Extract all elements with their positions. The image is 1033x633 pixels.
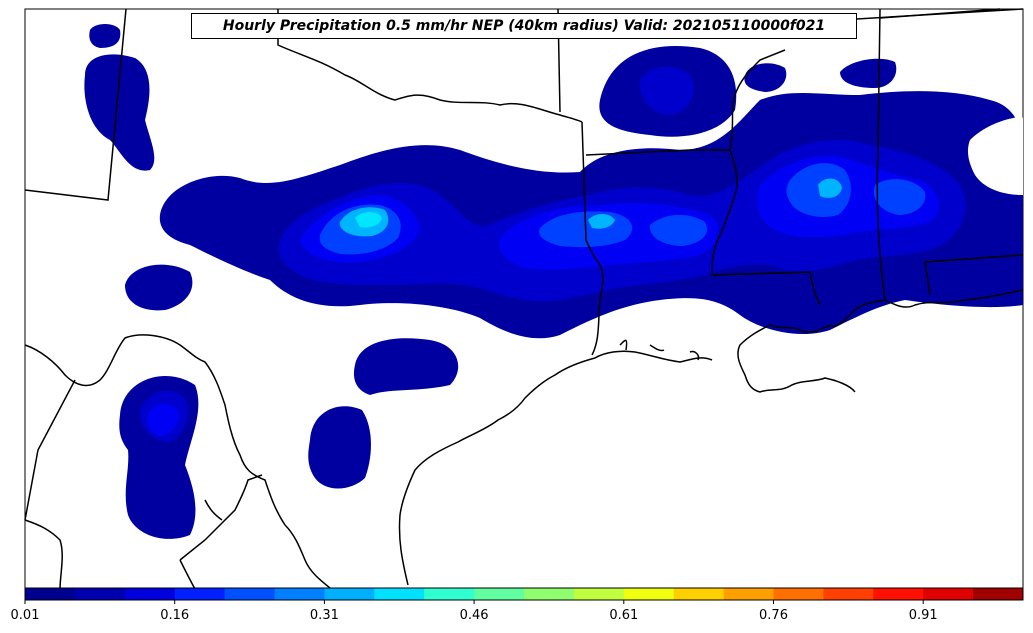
colorbar [24,588,1024,604]
colorbar-tick-label: 0.01 [10,608,40,623]
colorbar-segment [873,588,924,600]
colorbar-segment [623,588,675,600]
colorbar-segment [673,588,725,600]
colorbar-segment [124,588,176,600]
colorbar-segment [773,588,824,600]
colorbar-segment [274,588,325,600]
colorbar-frame [24,587,1024,601]
colorbar-tick-label: 0.91 [908,608,938,623]
borders-layer [24,8,1024,590]
colorbar-segment [923,588,974,600]
colorbar-segment [573,588,625,600]
colorbar-tick-label: 0.46 [459,608,489,623]
colorbar-segment [823,588,874,600]
colorbar-segment [174,588,226,600]
colorbar-tick-label: 0.31 [309,608,339,623]
colorbar-segment [524,588,575,600]
colorbar-tick-label: 0.76 [759,608,788,623]
colorbar-segment [25,588,76,600]
colorbar-tick-label: 0.61 [609,608,639,623]
colorbar-segment [224,588,275,600]
map-title: Hourly Precipitation 0.5 mm/hr NEP (40km… [191,13,857,39]
colorbar-segment [324,588,375,600]
colorbar-segment [723,588,774,600]
colorbar-tick-label: 0.16 [160,608,190,623]
colorbar-segment [74,588,126,600]
colorbar-segment [374,588,425,600]
colorbar-segment [424,588,475,600]
precip-layer [84,24,1024,539]
colorbar-segment [474,588,525,600]
colorbar-segment [973,588,1024,600]
